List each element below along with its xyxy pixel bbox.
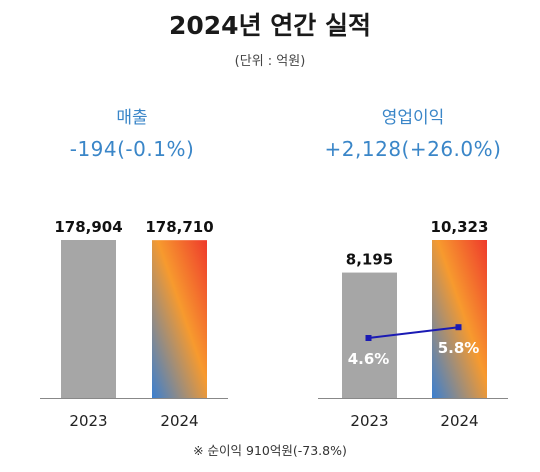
operating-margin-label-2023: 4.6%: [348, 350, 390, 368]
operating-margin-point-2024: [455, 324, 462, 331]
operating-margin-point-2023: [365, 335, 372, 341]
net-income-footnote: ※ 순이익 910억원(-73.8%): [193, 443, 347, 458]
operating-profit-bar-2024: [432, 240, 487, 398]
revenue-category-label-2024: 2024: [160, 412, 198, 430]
operating-margin-line: [368, 326, 459, 339]
unit-note: (단위 : 억원): [234, 54, 306, 69]
operating-profit-change: +2,128(+26.0%): [324, 137, 502, 161]
revenue-category-label-2023: 2023: [69, 412, 107, 430]
page-title: 2024년 연간 실적: [169, 11, 371, 40]
operating-profit-title: 영업이익: [381, 108, 445, 128]
operating-profit-value-label-2024: 10,323: [431, 218, 489, 236]
operating-profit-category-label-2023: 2023: [350, 412, 388, 430]
revenue-bar-2023: [61, 240, 116, 398]
revenue-title: 매출: [116, 108, 148, 128]
revenue-bar-2024: [152, 240, 207, 398]
revenue-value-label-2023: 178,904: [54, 218, 122, 236]
operating-profit-value-label-2023: 8,195: [346, 251, 393, 269]
operating-profit-category-label-2024: 2024: [440, 412, 478, 430]
revenue-change: -194(-0.1%): [69, 137, 195, 161]
operating-margin-label-2024: 5.8%: [438, 339, 480, 357]
revenue-value-label-2024: 178,710: [145, 218, 213, 236]
